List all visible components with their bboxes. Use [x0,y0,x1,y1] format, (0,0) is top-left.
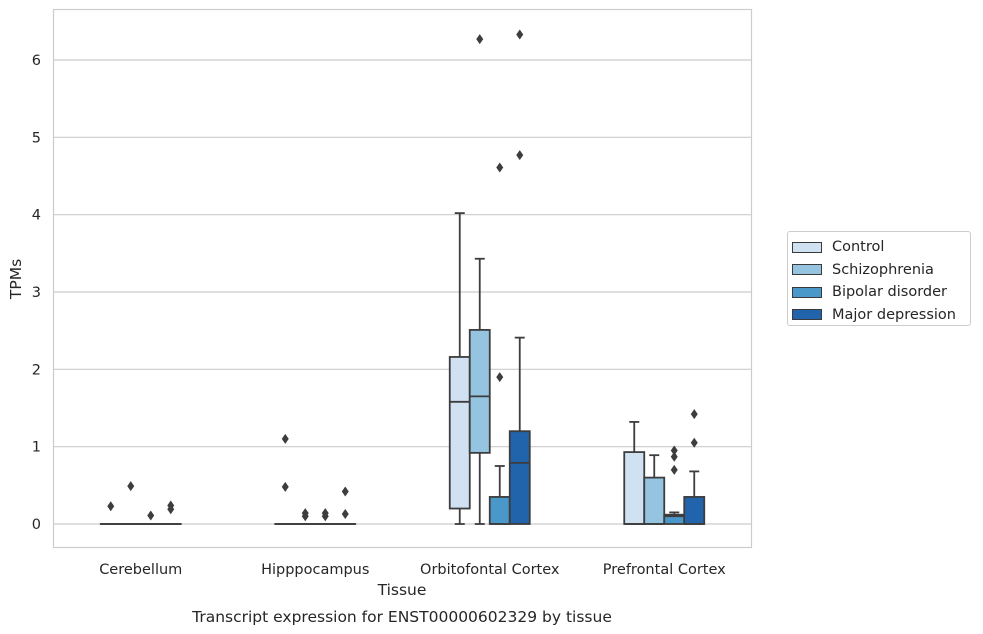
box-body [448,356,471,510]
outlier-point [690,437,698,448]
legend-item: Bipolar disorder [792,281,970,304]
legend-label: Control [832,239,885,256]
legend-label: Major depression [832,306,956,323]
box-3-0 [159,500,182,525]
box-body [623,451,646,525]
x-tick-label: Orbitofontal Cortex [420,562,560,578]
box-2-3 [663,445,686,525]
box-0-0 [99,501,122,525]
box-body [643,476,666,525]
box-body [468,328,491,454]
box-1-3 [643,454,666,525]
box-1-2 [468,34,491,525]
outlier-point [690,409,698,420]
y-tick-label: 6 [32,53,41,69]
box-3-2 [508,29,531,525]
legend-swatch [792,264,822,276]
boxes-layer [99,29,706,525]
y-tick-label: 2 [32,362,41,378]
y-axis-label: TPMs [7,259,25,300]
legend-label: Bipolar disorder [832,284,947,301]
legend-swatch [792,286,822,298]
chart-caption: Transcript expression for ENST0000060232… [191,608,612,626]
box-1-0 [119,481,142,525]
legend-item: Major depression [792,304,970,327]
box-2-0 [139,510,162,525]
box-3-1 [334,486,357,525]
box-body [508,430,531,525]
x-tick-label: Prefrontal Cortex [603,562,726,578]
legend-item: Control [792,236,970,259]
outlier-point [516,150,524,161]
y-tick-label: 1 [32,440,41,456]
legend-item: Schizophrenia [792,259,970,282]
x-tick-labels: Cerebellum Hipppocampus Orbitofontal Corte… [99,562,726,578]
outlier-point [107,501,115,512]
grid-lines [53,59,752,525]
box-body [488,496,511,525]
box-1-1 [294,508,317,525]
x-tick-label: Cerebellum [99,562,182,578]
box-0-1 [274,433,297,525]
y-tick-label: 5 [32,130,41,146]
outlier-point [281,481,289,492]
outlier-point [670,445,678,456]
legend: Control Schizophrenia Bipolar disorder Majo… [787,231,971,326]
outlier-point [670,451,678,462]
outlier-point [321,511,329,522]
box-0-2 [448,212,471,525]
y-tick-label: 3 [32,285,41,301]
outlier-point [496,372,504,383]
outlier-point [127,481,135,492]
legend-swatch [792,309,822,321]
outlier-point [670,464,678,475]
box-2-2 [488,162,511,525]
x-axis-label: Tissue [377,581,427,599]
box-0-3 [623,421,646,525]
outlier-point [301,511,309,522]
outlier-point [281,433,289,444]
legend-swatch [792,241,822,253]
outlier-point [516,29,524,40]
y-tick-label: 0 [32,517,41,533]
y-tick-label: 4 [32,208,41,224]
x-tick-label: Hipppocampus [261,562,369,578]
outlier-point [147,510,155,521]
outlier-point [341,486,349,497]
y-tick-labels: 0 1 2 3 4 5 6 [32,53,41,533]
outlier-point [496,162,504,173]
plot-area-frame [52,8,753,549]
outlier-point [167,504,175,515]
box-body [683,496,706,525]
box-3-3 [683,409,706,525]
legend-label: Schizophrenia [832,261,934,278]
box-2-1 [314,508,337,525]
outlier-point [341,508,349,519]
outlier-point [476,34,484,45]
